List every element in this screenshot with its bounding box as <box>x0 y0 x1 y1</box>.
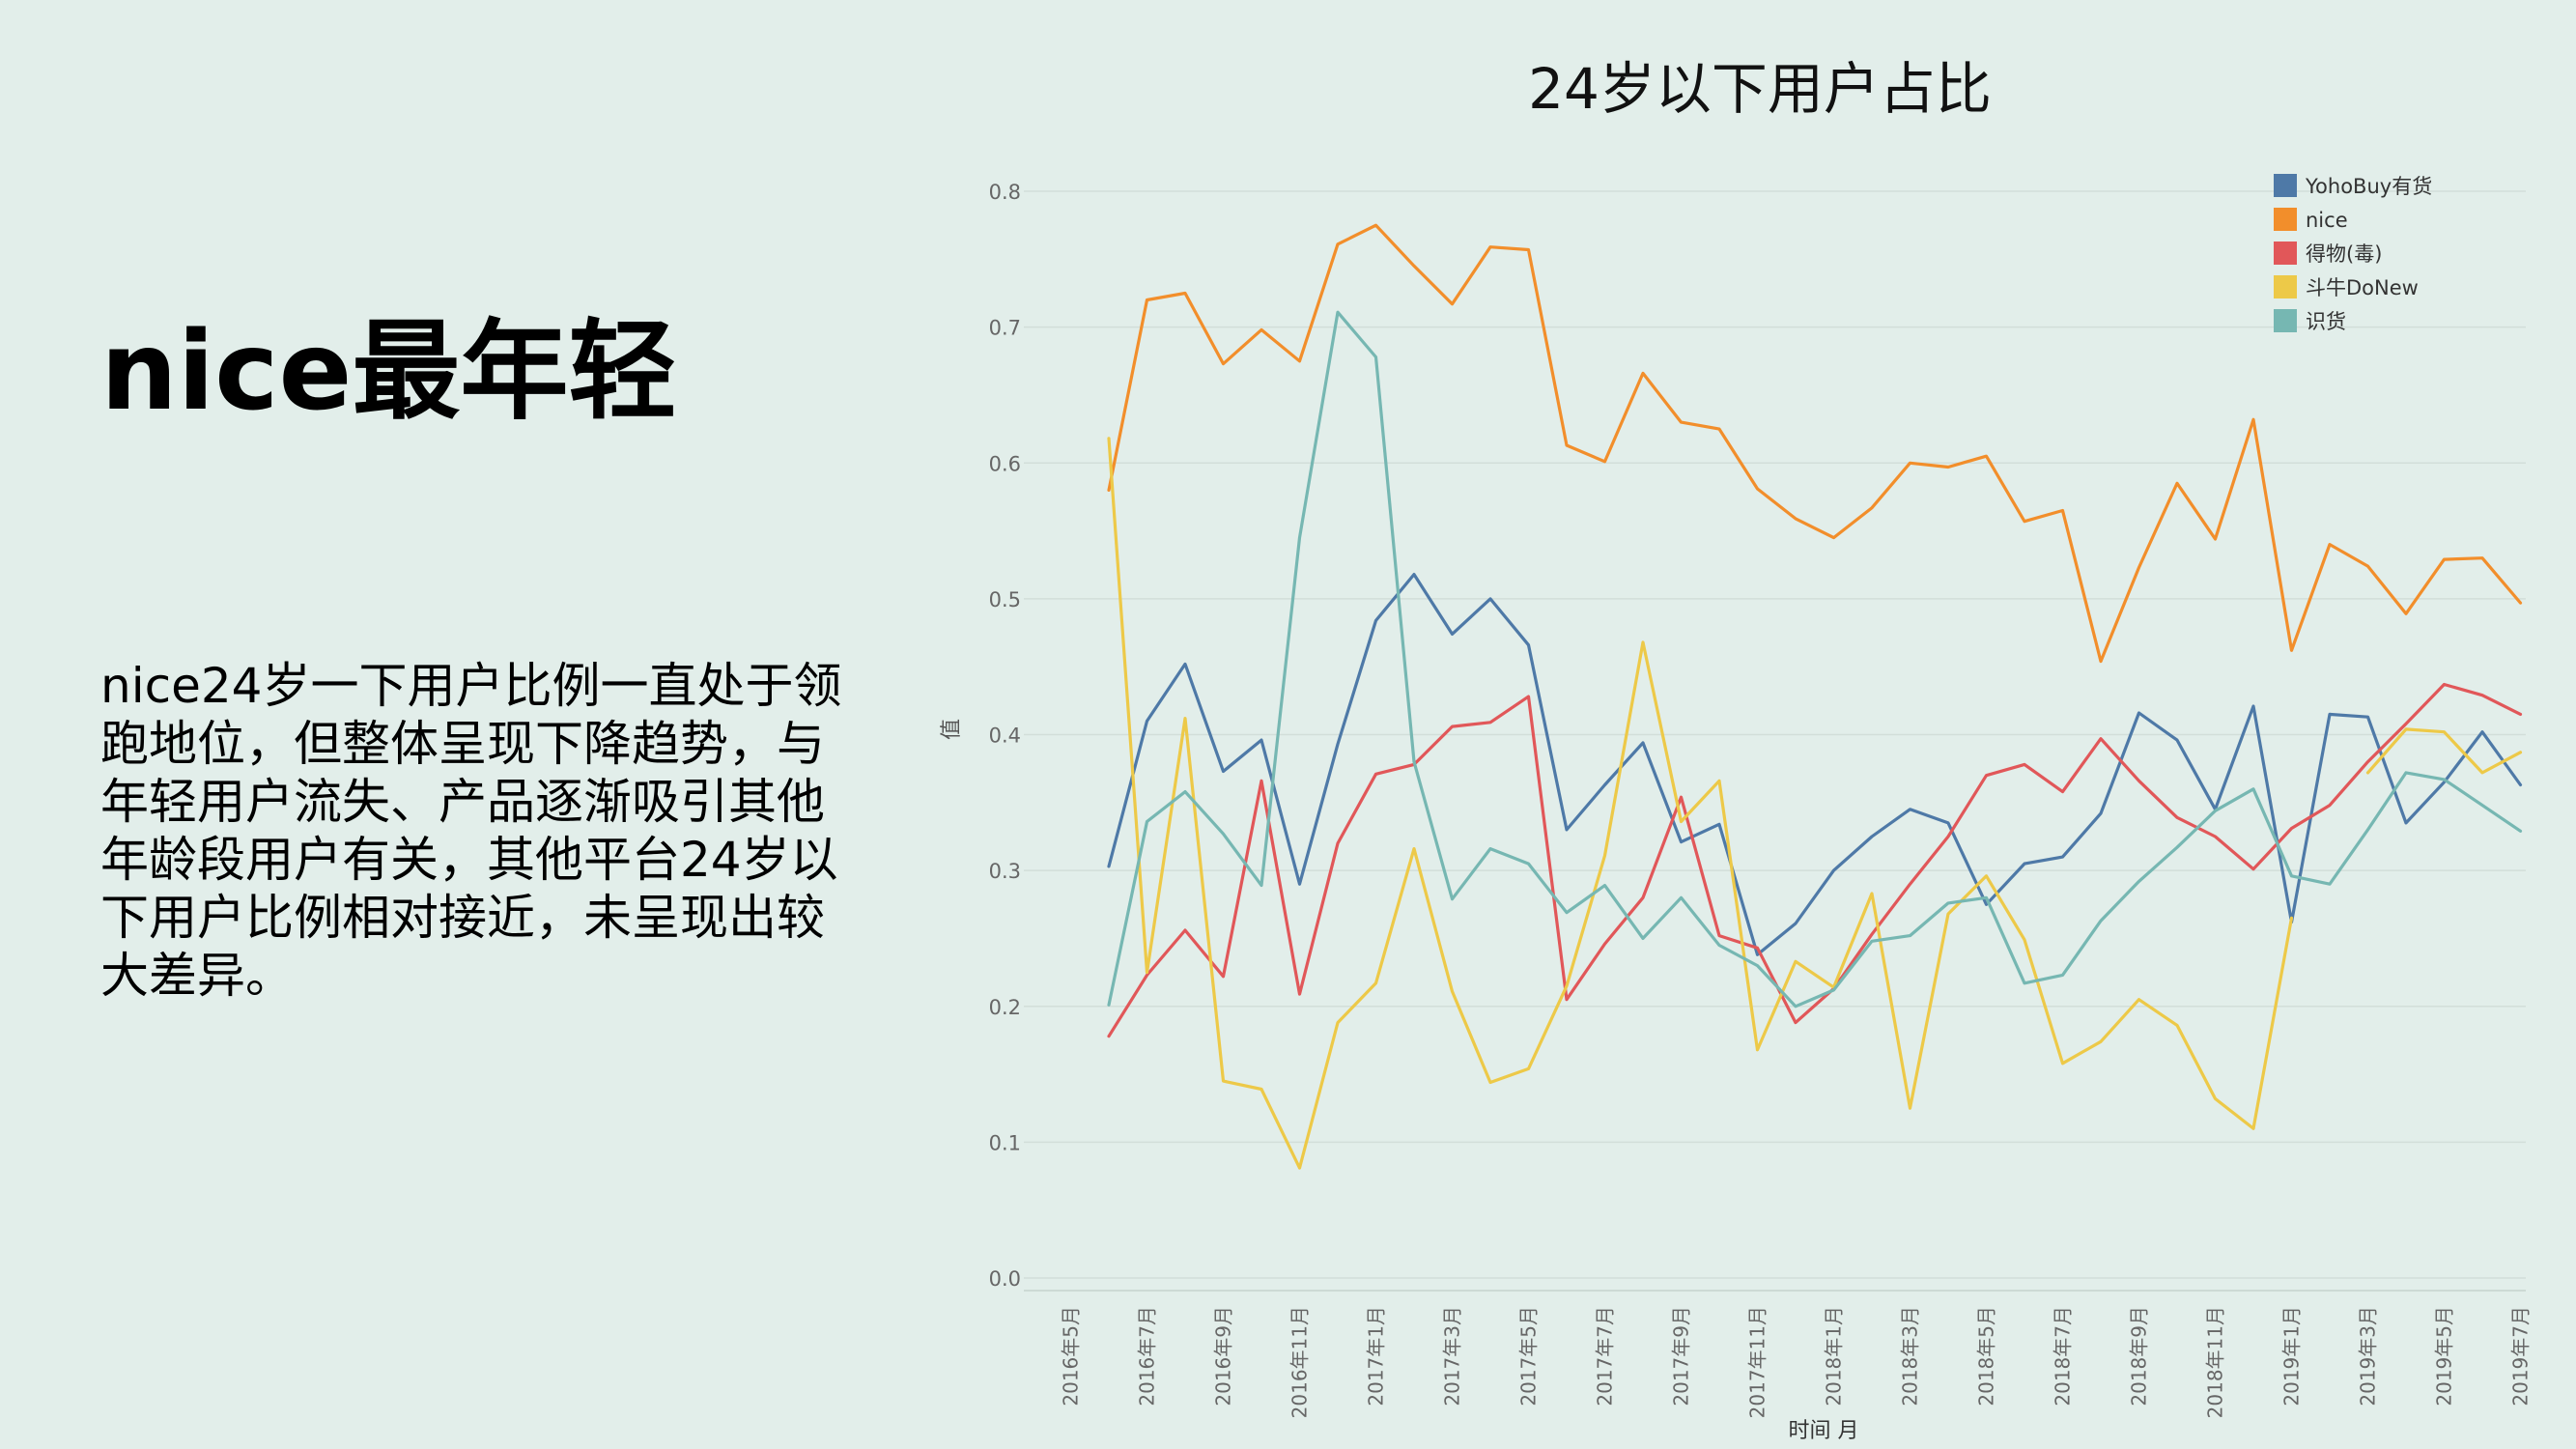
x-tick-label: 2016年9月 <box>1212 1306 1235 1406</box>
slide-headline: nice最年轻 <box>100 309 677 435</box>
series-line-1 <box>1107 223 2523 664</box>
gridlines <box>1024 190 2526 1292</box>
x-tick-label: 2017年7月 <box>1594 1306 1617 1406</box>
x-tick-label: 2019年1月 <box>2280 1306 2304 1406</box>
legend-swatch <box>2274 275 2297 298</box>
y-tick-label: 0.4 <box>989 724 1021 748</box>
chart-title: 24岁以下用户占比 <box>1528 56 1992 122</box>
series-line-2 <box>1107 682 2523 1038</box>
x-tick-label: 2017年5月 <box>1517 1306 1541 1406</box>
legend: YohoBuy有货 nice 得物(毒) 斗牛DoNew 识货 <box>2274 174 2432 333</box>
legend-swatch <box>2274 174 2297 197</box>
y-tick-label: 0.3 <box>989 860 1021 883</box>
y-axis-ticks: 0.0 0.1 0.2 0.3 0.4 0.5 0.6 0.7 0.8 <box>989 181 1021 1291</box>
x-tick-label: 2016年11月 <box>1288 1306 1312 1418</box>
y-tick-label: 0.6 <box>989 452 1021 475</box>
x-axis-ticks: 2016年5月 2016年7月 2016年9月 2016年11月 2017年1月 2017… <box>1060 1306 2533 1418</box>
legend-swatch <box>2274 242 2297 265</box>
x-tick-label: 2018年11月 <box>2204 1306 2227 1418</box>
x-tick-label: 2019年5月 <box>2433 1306 2456 1406</box>
legend-swatch <box>2274 309 2297 332</box>
y-axis-label: 值 <box>940 719 964 740</box>
legend-label: YohoBuy有货 <box>2305 175 2432 198</box>
series-line-0 <box>1107 573 2523 956</box>
series-line-4 <box>1107 310 2523 1009</box>
y-tick-label: 0.5 <box>989 588 1021 611</box>
x-tick-label: 2019年7月 <box>2509 1306 2533 1406</box>
legend-label: 识货 <box>2306 310 2346 333</box>
x-tick-label: 2017年3月 <box>1441 1306 1464 1406</box>
x-tick-label: 2017年11月 <box>1746 1306 1769 1418</box>
x-tick-label: 2017年1月 <box>1365 1306 1388 1406</box>
legend-swatch <box>2274 208 2297 231</box>
x-tick-label: 2018年1月 <box>1823 1306 1846 1406</box>
y-tick-label: 0.7 <box>989 317 1021 340</box>
x-tick-label: 2019年3月 <box>2357 1306 2380 1406</box>
y-tick-label: 0.2 <box>989 996 1021 1019</box>
y-tick-label: 0.0 <box>989 1267 1021 1291</box>
y-tick-label: 0.1 <box>989 1131 1021 1154</box>
x-tick-label: 2016年5月 <box>1060 1306 1083 1406</box>
x-axis-label: 时间 月 <box>1789 1419 1859 1443</box>
x-tick-label: 2018年3月 <box>1899 1306 1922 1406</box>
slide-body-text: nice24岁一下用户比例一直处于领跑地位，但整体呈现下降趋势，与年轻用户流失、… <box>100 658 842 1004</box>
legend-label: nice <box>2306 209 2348 232</box>
x-tick-label: 2018年5月 <box>1975 1306 1998 1406</box>
legend-label: 得物(毒) <box>2306 242 2382 266</box>
x-tick-label: 2017年9月 <box>1670 1306 1693 1406</box>
series-lines <box>1107 223 2523 1170</box>
x-tick-label: 2018年7月 <box>2052 1306 2075 1406</box>
legend-label: 斗牛DoNew <box>2306 276 2419 299</box>
y-tick-label: 0.8 <box>989 181 1021 204</box>
x-tick-label: 2016年7月 <box>1136 1306 1159 1406</box>
series-line-3 <box>1107 437 2523 1170</box>
x-tick-label: 2018年9月 <box>2128 1306 2151 1406</box>
